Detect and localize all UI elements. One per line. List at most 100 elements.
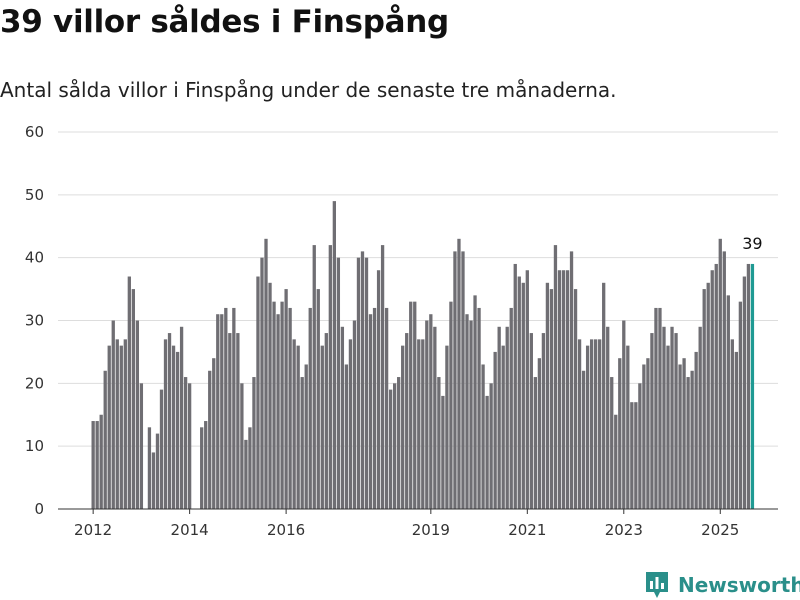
bar bbox=[682, 358, 686, 509]
bar bbox=[561, 270, 566, 509]
bar bbox=[316, 289, 320, 509]
bar bbox=[710, 270, 714, 509]
bar bbox=[159, 389, 164, 509]
bar bbox=[666, 345, 670, 509]
bar bbox=[630, 402, 634, 509]
bar bbox=[252, 377, 256, 509]
y-tick-label: 60 bbox=[25, 123, 44, 141]
bar bbox=[481, 364, 485, 509]
bar bbox=[344, 364, 349, 509]
bar bbox=[690, 370, 694, 509]
bar bbox=[610, 377, 614, 509]
y-tick-label: 40 bbox=[25, 249, 44, 267]
bar bbox=[264, 238, 268, 510]
bar bbox=[674, 333, 678, 509]
bar bbox=[228, 333, 232, 509]
bar bbox=[501, 345, 505, 509]
bar bbox=[441, 395, 445, 509]
bar bbox=[497, 326, 501, 509]
bar bbox=[268, 282, 272, 509]
bar bbox=[706, 282, 710, 509]
bar bbox=[248, 427, 252, 509]
x-tick-label: 2021 bbox=[508, 521, 546, 539]
bar bbox=[292, 339, 296, 509]
x-tick-label: 2019 bbox=[412, 521, 450, 539]
bar bbox=[437, 377, 441, 509]
bar bbox=[163, 339, 168, 509]
bar bbox=[465, 314, 469, 509]
bar bbox=[99, 414, 103, 509]
bar bbox=[638, 383, 642, 509]
x-tick-label: 2016 bbox=[267, 521, 305, 539]
bar bbox=[111, 320, 115, 509]
bar bbox=[236, 333, 240, 509]
bar bbox=[376, 270, 381, 509]
bar bbox=[513, 263, 517, 509]
bar bbox=[614, 414, 618, 509]
bar bbox=[517, 276, 521, 509]
bar bbox=[746, 263, 751, 509]
chart-subtitle: Antal sålda villor i Finspång under de s… bbox=[0, 78, 617, 102]
bar bbox=[714, 263, 718, 509]
bar bbox=[449, 301, 453, 509]
bar bbox=[738, 301, 743, 509]
bar bbox=[461, 251, 465, 509]
bar bbox=[352, 320, 357, 509]
bar bbox=[179, 326, 184, 509]
y-tick-label: 50 bbox=[25, 186, 44, 204]
bar bbox=[425, 320, 429, 509]
bar bbox=[320, 345, 324, 509]
bar bbox=[272, 301, 276, 509]
x-tick-label: 2014 bbox=[171, 521, 209, 539]
bar bbox=[742, 276, 747, 509]
brand-logo: Newsworthy bbox=[644, 570, 800, 600]
bar bbox=[393, 383, 397, 509]
bar bbox=[702, 289, 706, 509]
bar bbox=[485, 395, 489, 509]
bar bbox=[135, 320, 140, 509]
bar bbox=[557, 270, 562, 509]
bar bbox=[256, 276, 260, 509]
newsworthy-logo-icon bbox=[646, 572, 668, 598]
bar bbox=[694, 351, 698, 509]
bar bbox=[296, 345, 300, 509]
bar bbox=[662, 326, 666, 509]
bar bbox=[453, 251, 457, 509]
brand-name: Newsworthy bbox=[678, 573, 800, 597]
bar bbox=[469, 320, 473, 509]
bar bbox=[328, 245, 332, 509]
bar bbox=[525, 270, 529, 509]
bar bbox=[718, 238, 722, 510]
bar bbox=[577, 339, 582, 509]
bar bbox=[549, 289, 554, 509]
bar bbox=[602, 282, 606, 509]
bar bbox=[537, 358, 542, 509]
bar bbox=[730, 339, 734, 509]
bar bbox=[569, 251, 574, 509]
bar bbox=[541, 333, 546, 509]
bar bbox=[356, 257, 361, 509]
bar bbox=[401, 345, 405, 509]
bar bbox=[139, 383, 144, 509]
bar bbox=[457, 238, 461, 510]
bar bbox=[380, 245, 385, 509]
bar bbox=[304, 364, 308, 509]
bar bbox=[260, 257, 264, 509]
bar bbox=[421, 339, 425, 509]
bar bbox=[220, 314, 224, 509]
bar bbox=[384, 307, 389, 509]
bar bbox=[364, 257, 369, 509]
x-tick-label: 2025 bbox=[701, 521, 739, 539]
bar bbox=[107, 345, 111, 509]
y-tick-label: 30 bbox=[25, 312, 44, 330]
bar bbox=[678, 364, 682, 509]
bar bbox=[722, 251, 726, 509]
chart-title: 39 villor såldes i Finspång bbox=[0, 4, 449, 40]
bar bbox=[429, 314, 433, 509]
bar bbox=[626, 345, 630, 509]
bar bbox=[553, 245, 558, 509]
bar bbox=[183, 377, 188, 509]
bar bbox=[324, 333, 328, 509]
bar bbox=[368, 314, 373, 509]
bar bbox=[646, 358, 650, 509]
